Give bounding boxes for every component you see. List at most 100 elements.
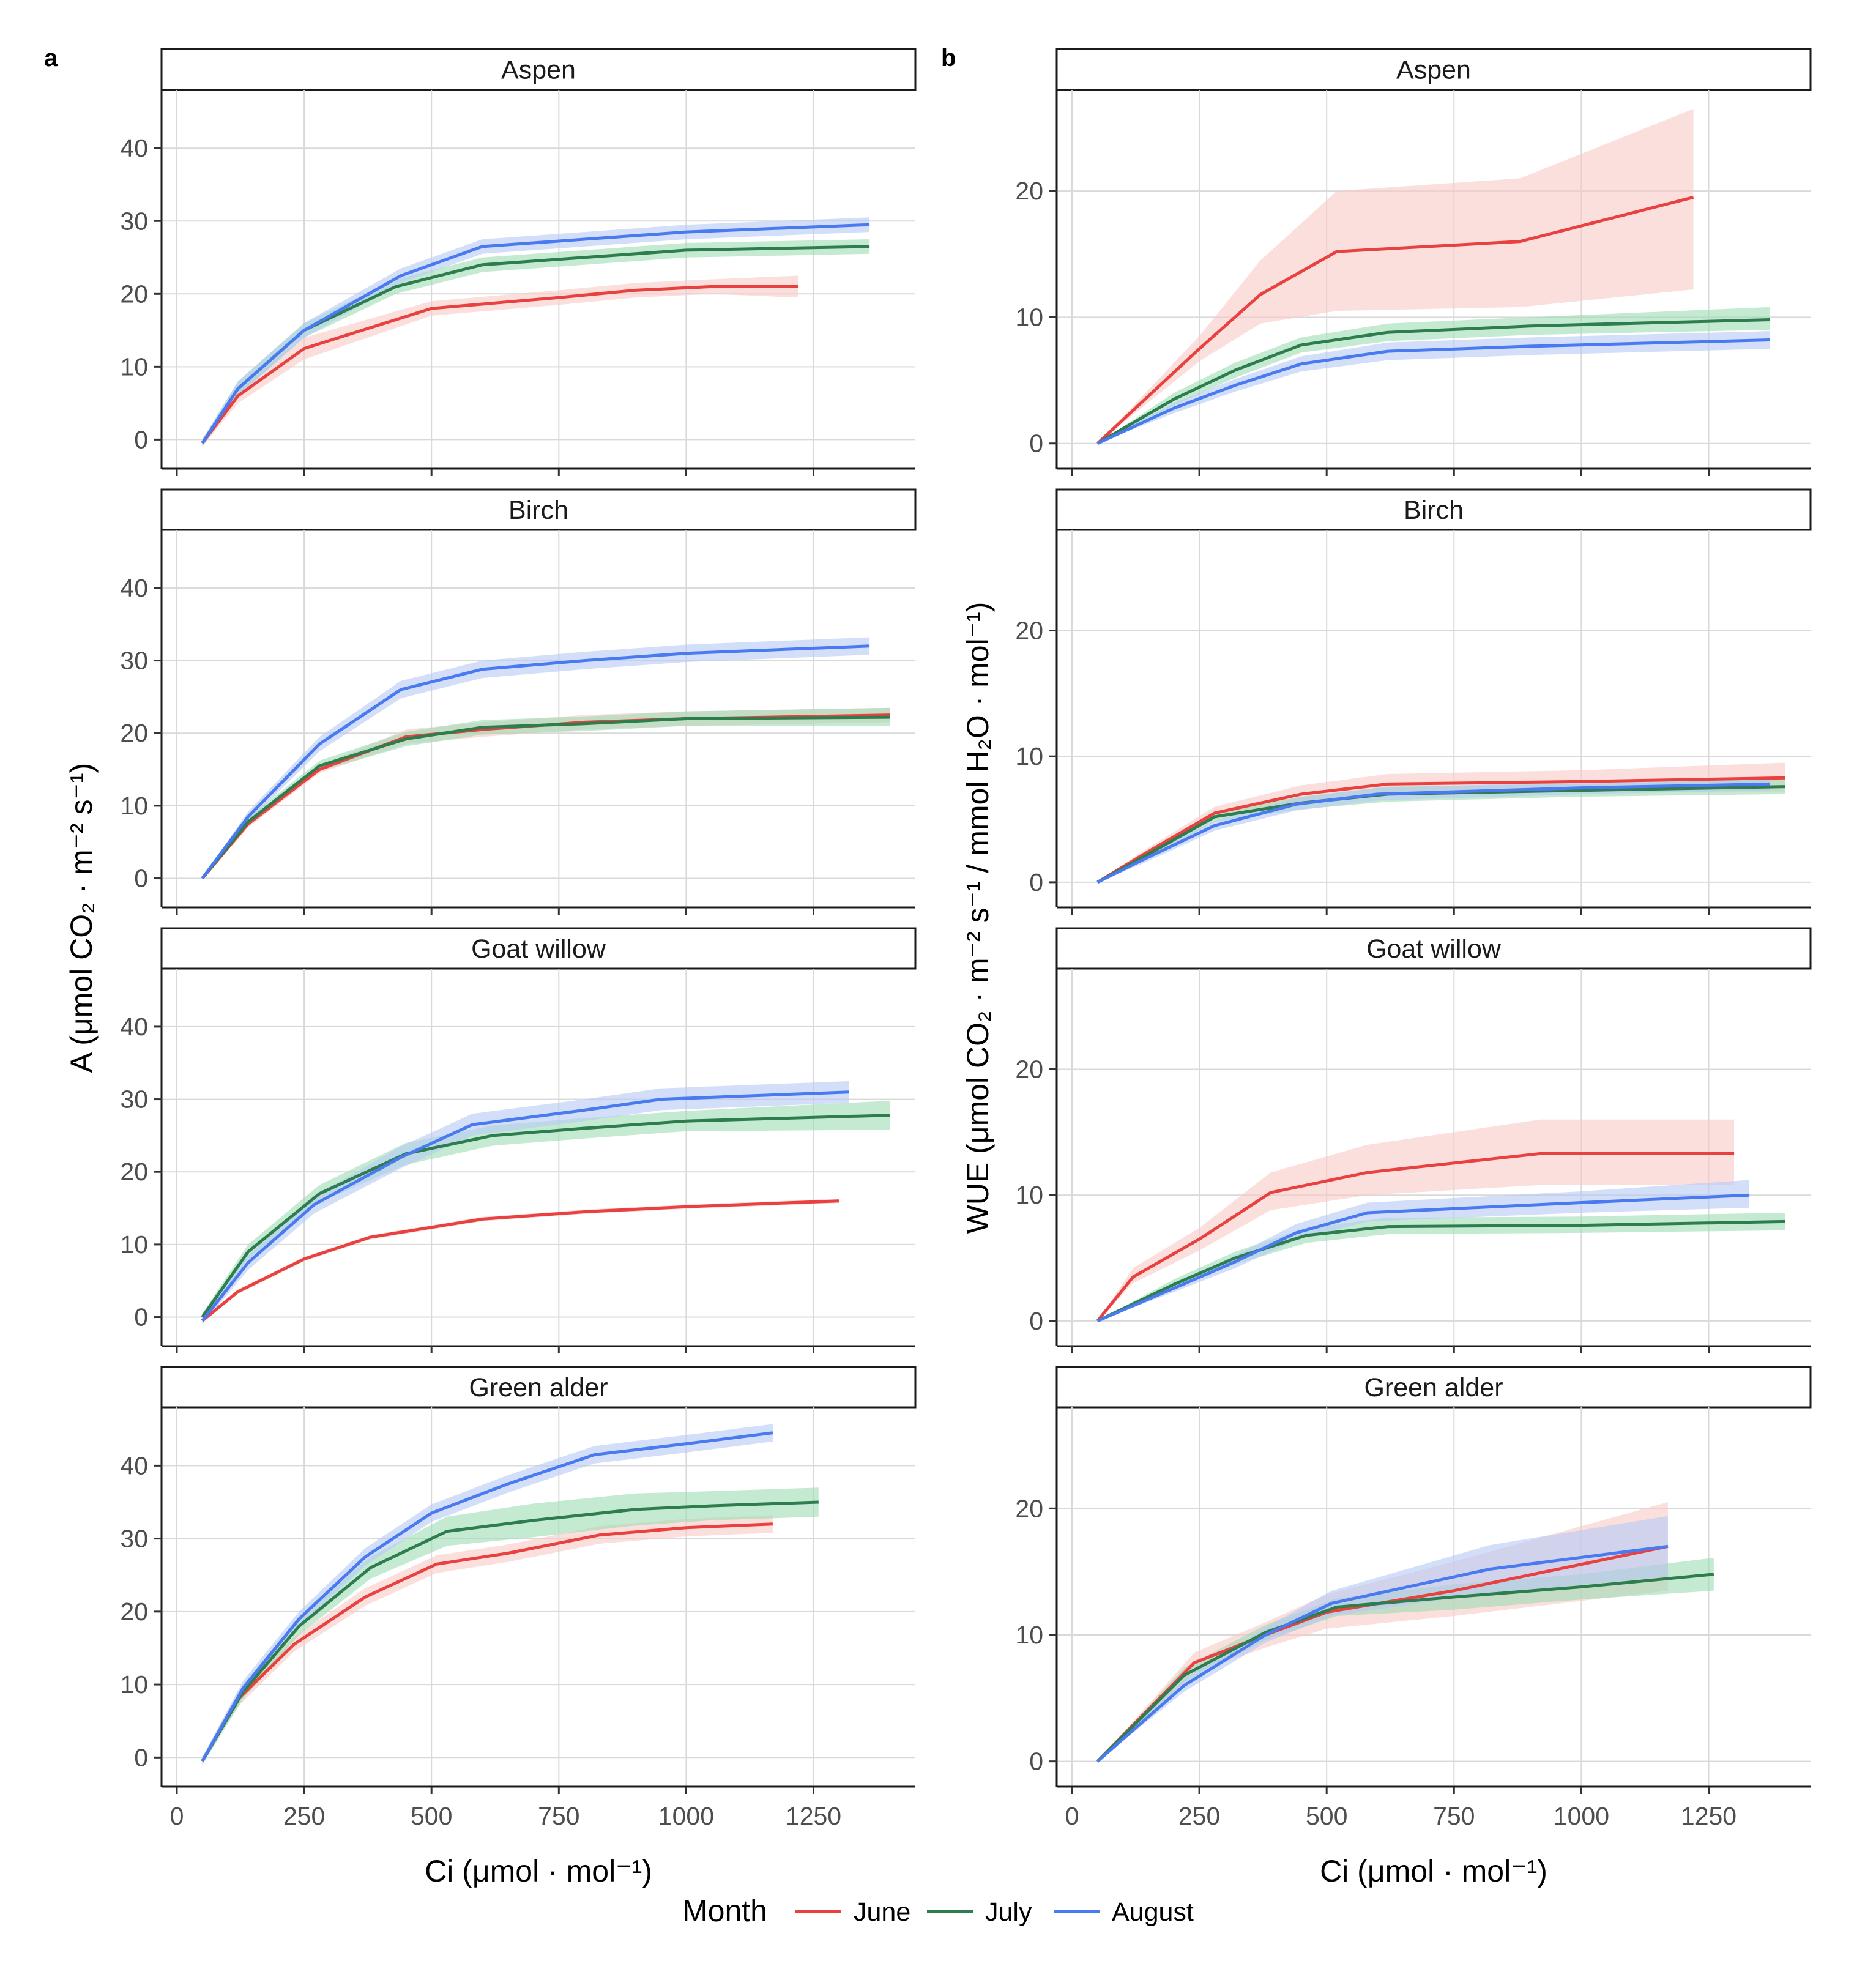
- legend-label-june: June: [854, 1897, 910, 1927]
- series-line-july: [1096, 1573, 1714, 1763]
- series-line-july: [1096, 1219, 1785, 1323]
- ci-band-august: [202, 1424, 773, 1765]
- y-tick-label: 10: [1015, 303, 1043, 331]
- series-line-august: [201, 1090, 849, 1322]
- x-tick-label: 500: [411, 1802, 452, 1830]
- x-axis-title: Ci (μmol · mol⁻¹): [1320, 1854, 1547, 1888]
- ci-band-july: [1097, 779, 1785, 882]
- ci-band-june: [202, 275, 798, 447]
- series-line-july: [201, 1500, 819, 1762]
- facet-strip-label: Goat willow: [1366, 934, 1502, 964]
- series-line-june: [201, 1522, 773, 1762]
- y-tick-label: 40: [120, 1013, 148, 1041]
- y-tick-label: 20: [120, 280, 148, 308]
- facet-strip: [160, 48, 917, 91]
- y-tick-label: 10: [120, 1670, 148, 1699]
- facet-b-aspen: Aspen 0 10 20: [1015, 48, 1812, 476]
- x-tick-label: 1250: [786, 1802, 841, 1830]
- y-tick-label: 10: [1015, 1181, 1043, 1209]
- y-tick-label: 10: [120, 792, 148, 820]
- facet-b-goat-willow: Goat willow 0 10 20: [1015, 927, 1812, 1353]
- y-axis-title: A (μmol CO₂ · m⁻² s⁻¹): [64, 763, 99, 1073]
- series-line-june: [201, 713, 890, 880]
- series-line-june: [1096, 195, 1694, 445]
- facet-strip: [1055, 48, 1812, 91]
- facet-strip-label: Aspen: [1396, 56, 1471, 85]
- y-tick-label: 0: [134, 425, 148, 453]
- facet-strip: [1055, 927, 1812, 970]
- y-tick-label: 30: [120, 1525, 148, 1553]
- ci-band-august: [202, 1081, 849, 1325]
- series-line-july: [201, 1114, 890, 1318]
- y-tick-label: 20: [1015, 1494, 1043, 1522]
- facet-strip-label: Birch: [1404, 496, 1464, 525]
- y-tick-label: 40: [120, 574, 148, 602]
- y-tick-label: 30: [120, 207, 148, 235]
- series-line-august: [201, 223, 870, 444]
- y-tick-label: 0: [1029, 868, 1043, 896]
- x-tick-label: 250: [1178, 1802, 1220, 1830]
- series-line-june: [1096, 776, 1785, 884]
- ci-band-august: [1097, 1180, 1750, 1321]
- y-tick-label: 20: [120, 719, 148, 747]
- facet-strip: [160, 1366, 917, 1409]
- y-tick-label: 0: [1029, 1748, 1043, 1776]
- y-tick-label: 10: [120, 352, 148, 381]
- y-tick-label: 0: [1029, 430, 1043, 458]
- series-line-june: [1096, 1152, 1735, 1322]
- legend-label-august: August: [1112, 1897, 1194, 1927]
- x-tick-label: 250: [283, 1802, 325, 1830]
- y-tick-label: 30: [120, 647, 148, 675]
- ci-band-july: [1097, 307, 1770, 444]
- series-line-july: [1096, 318, 1770, 445]
- y-tick-label: 10: [1015, 1621, 1043, 1649]
- facet-a-green-alder: Green alder 0 10 20 30 40 0 250 500 750 1000 1250: [120, 1366, 917, 1830]
- series-line-august: [1096, 782, 1770, 884]
- x-tick-label: 750: [538, 1802, 579, 1830]
- series-line-august: [201, 644, 870, 879]
- facet-strip: [160, 927, 917, 970]
- y-tick-label: 0: [1029, 1307, 1043, 1335]
- y-tick-label: 20: [120, 1158, 148, 1186]
- facet-a-birch: Birch 0 10 20 30 40: [120, 488, 917, 915]
- facet-strip: [1055, 1366, 1812, 1409]
- facet-b-green-alder: Green alder 0 10 20 0 250 500 750 1000 1250: [1015, 1366, 1812, 1830]
- y-tick-label: 10: [1015, 742, 1043, 770]
- panel-tag-a: a: [44, 45, 58, 72]
- legend: Month June July August: [682, 1894, 1194, 1928]
- ci-band-august: [202, 637, 870, 879]
- ci-band-august: [1097, 1516, 1668, 1762]
- y-tick-label: 20: [1015, 177, 1043, 205]
- x-tick-label: 0: [1065, 1802, 1079, 1830]
- facet-b-birch: Birch 0 10 20: [1015, 488, 1812, 915]
- facet-strip: [160, 488, 917, 531]
- y-tick-label: 10: [120, 1230, 148, 1259]
- panel-tag-b: b: [941, 45, 956, 72]
- facet-strip-label: Green alder: [1364, 1373, 1503, 1402]
- facet-strip: [1055, 488, 1812, 531]
- series-line-june: [201, 1199, 839, 1322]
- x-tick-label: 1250: [1681, 1802, 1736, 1830]
- y-axis-title: WUE (μmol CO₂ · m⁻² s⁻¹ / mmol H₂O · mol…: [961, 602, 995, 1234]
- y-tick-label: 40: [120, 134, 148, 162]
- x-tick-label: 500: [1306, 1802, 1347, 1830]
- legend-label-july: July: [985, 1897, 1032, 1927]
- facet-strip-label: Green alder: [469, 1373, 608, 1402]
- facet-strip-label: Aspen: [501, 56, 576, 85]
- facet-strip-label: Birch: [508, 496, 568, 525]
- ci-band-june: [1097, 1119, 1735, 1321]
- facet-strip-label: Goat willow: [471, 934, 606, 964]
- y-tick-label: 20: [120, 1598, 148, 1626]
- facet-a-goat-willow: Goat willow 0 10 20 30 40: [120, 927, 917, 1353]
- x-tick-label: 1000: [658, 1802, 714, 1830]
- series-line-august: [1096, 1544, 1669, 1763]
- y-tick-label: 0: [134, 865, 148, 893]
- facet-a-aspen: Aspen 0 10 20 30 40: [120, 48, 917, 476]
- x-tick-label: 1000: [1554, 1802, 1609, 1830]
- legend-title: Month: [682, 1894, 767, 1928]
- series-line-august: [1096, 1193, 1750, 1323]
- ci-band-june: [1097, 109, 1694, 444]
- y-tick-label: 0: [134, 1303, 148, 1331]
- x-tick-label: 0: [170, 1802, 184, 1830]
